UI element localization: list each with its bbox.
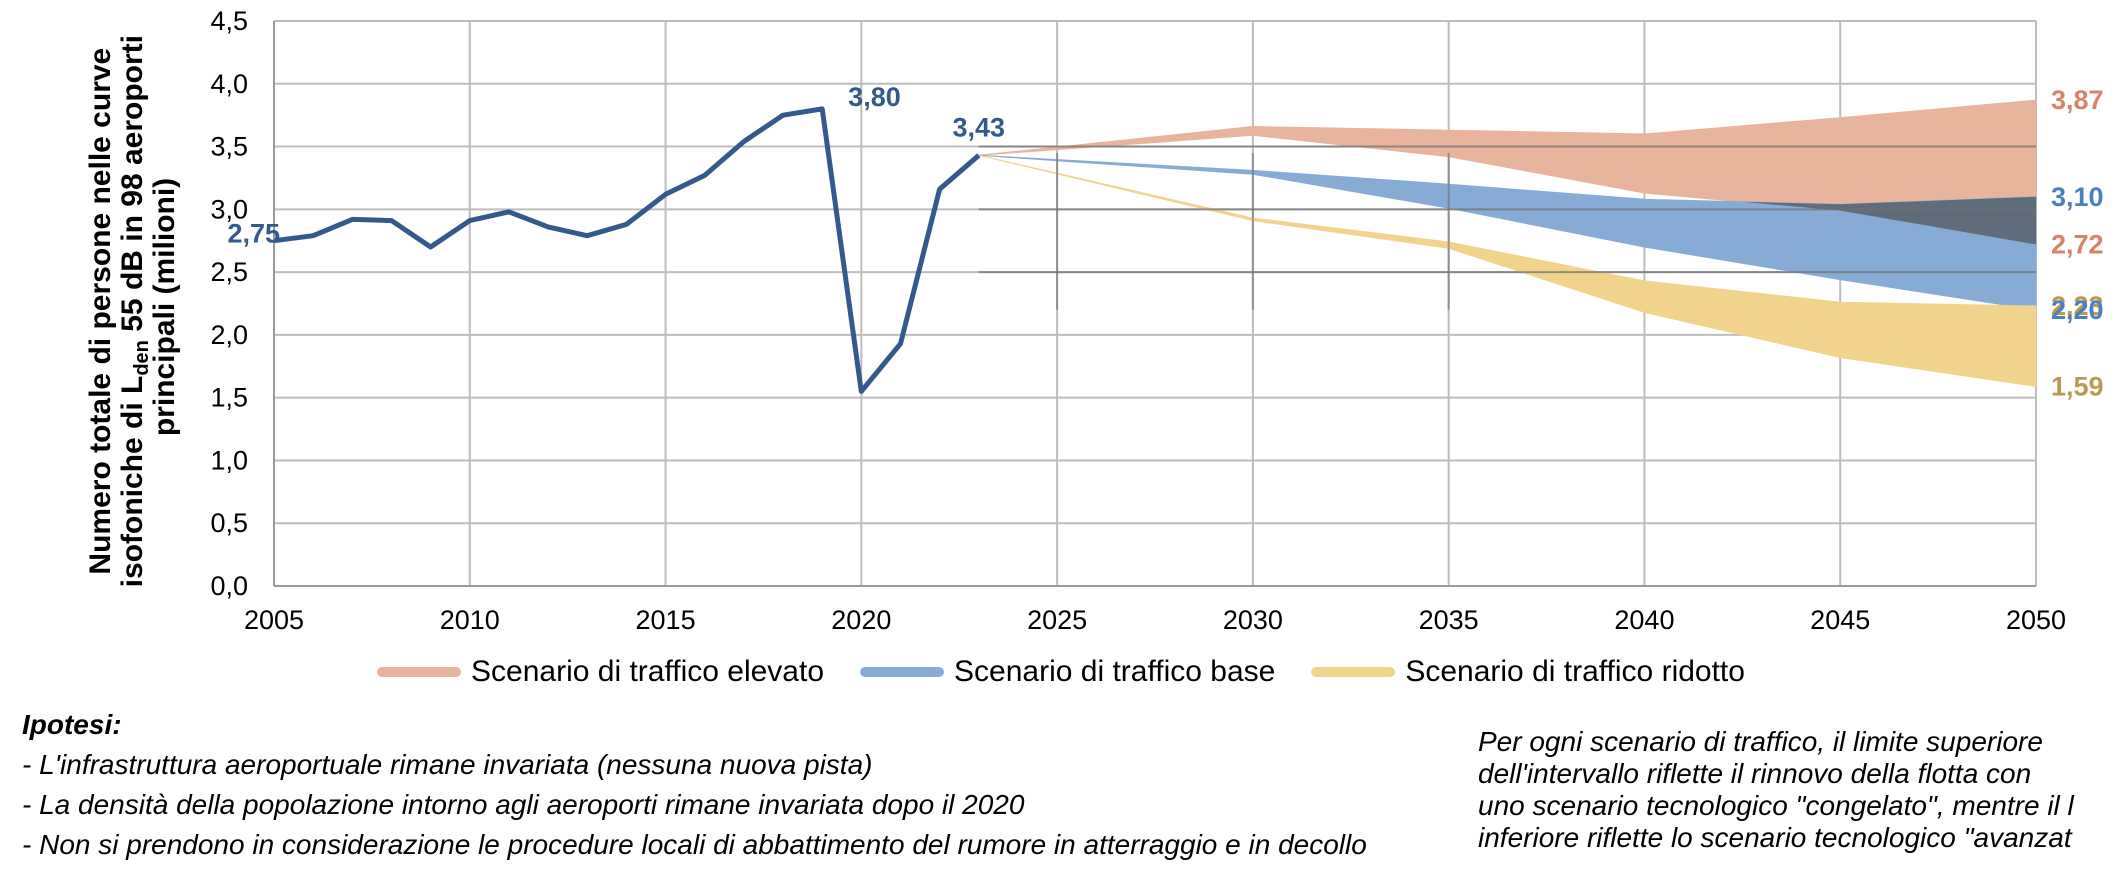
legend-item-low: Scenario di traffico ridotto [1311,655,1745,689]
x-tick-label: 2040 [1614,605,1674,635]
data-label: 1,59 [2051,371,2104,401]
data-label: 2,20 [2051,295,2104,325]
y-axis-label: Numero totale di persone nelle curve iso… [84,27,181,588]
band-low-scenario [978,154,2037,387]
assumption-item-2: - La densità della popolazione intorno a… [22,789,1025,820]
chart: 0,0 0,5 1,0 1,5 2,0 2,5 3,0 3,5 4,0 4,5 2005 2010 20… [84,6,2104,635]
range-note-line-3: uno scenario tecnologico "congelato", me… [1478,790,2074,821]
range-explanation-note: Per ogni scenario di traffico, il limite… [1478,726,2118,854]
legend-item-high: Scenario di traffico elevato [377,655,824,689]
legend-label-low: Scenario di traffico ridotto [1405,655,1745,688]
scenario-bands [978,99,2037,387]
x-tick-label: 2010 [440,605,500,635]
data-label: 2,23 [2051,291,2104,321]
legend: Scenario di traffico elevato Scenario di… [0,655,2122,689]
x-tick-label: 2050 [2006,605,2066,635]
y-tick-label: 3,0 [210,194,248,224]
data-label: 2,75 [227,219,280,249]
forecast-grid-overlay [978,145,2036,310]
data-labels: 2,75 3,80 3,43 3,87 3,10 2,72 2,232,20 1,59 [227,82,2103,401]
y-axis-label-subscript: den [131,340,153,376]
x-tick-label: 2045 [1810,605,1870,635]
y-tick-label: 4,0 [210,69,248,99]
legend-swatch-low [1311,667,1396,677]
y-tick-label: 1,0 [210,445,248,475]
range-note-line-2: dell'intervallo riflette il rinnovo dell… [1478,758,2032,789]
assumptions-title: Ipotesi: [22,709,122,740]
y-tick-label: 0,5 [210,508,248,538]
y-tick-label: 1,5 [210,383,248,413]
range-note-line-1: Per ogni scenario di traffico, il limite… [1478,726,2043,757]
axes: 0,0 0,5 1,0 1,5 2,0 2,5 3,0 3,5 4,0 4,5 2005 2010 20… [210,6,2066,635]
assumption-item-3: - Non si prendono in considerazione le p… [22,829,1367,860]
historical-line [273,106,981,394]
assumption-item-1: - L'infrastruttura aeroportuale rimane i… [22,749,873,780]
data-label: 3,10 [2051,182,2104,212]
x-tick-label: 2030 [1223,605,1283,635]
y-tick-label: 2,5 [210,257,248,287]
x-tick-label: 2025 [1027,605,1087,635]
y-tick-label: 2,0 [210,320,248,350]
legend-swatch-high [377,667,462,677]
assumptions-notes: Ipotesi: - L'infrastruttura aeroportuale… [22,705,1367,865]
y-axis-label-part-a: isofoniche di L [116,376,149,588]
y-tick-label: 4,5 [210,6,248,36]
x-tick-label: 2015 [636,605,696,635]
x-tick-label: 2005 [244,605,304,635]
band-base-scenario [978,154,2037,311]
legend-label-base: Scenario di traffico base [954,655,1276,688]
legend-swatch-base [860,667,945,677]
range-note-line-4: inferiore riflette lo scenario tecnologi… [1478,822,2072,853]
y-tick-label: 3,5 [210,132,248,162]
data-label: 2,72 [2051,229,2104,259]
data-label: 3,87 [2051,85,2104,115]
y-axis-label-line-1: Numero totale di persone nelle curve [84,48,117,575]
data-label: 3,80 [848,82,901,112]
historical-series [273,106,981,394]
y-axis-label-part-b: 55 dB in 98 aeroporti [116,35,149,340]
x-tick-label: 2035 [1419,605,1479,635]
y-axis-label-line-3: principali (milioni) [148,178,181,436]
band-high-scenario [978,99,2037,246]
x-tick-label: 2020 [831,605,891,635]
data-label: 3,43 [953,112,1006,142]
y-axis-label-line-2: isofoniche di Lden 55 dB in 98 aeroporti [116,35,153,587]
legend-item-base: Scenario di traffico base [860,655,1275,689]
legend-label-high: Scenario di traffico elevato [471,655,825,688]
y-tick-label: 0,0 [210,571,248,601]
